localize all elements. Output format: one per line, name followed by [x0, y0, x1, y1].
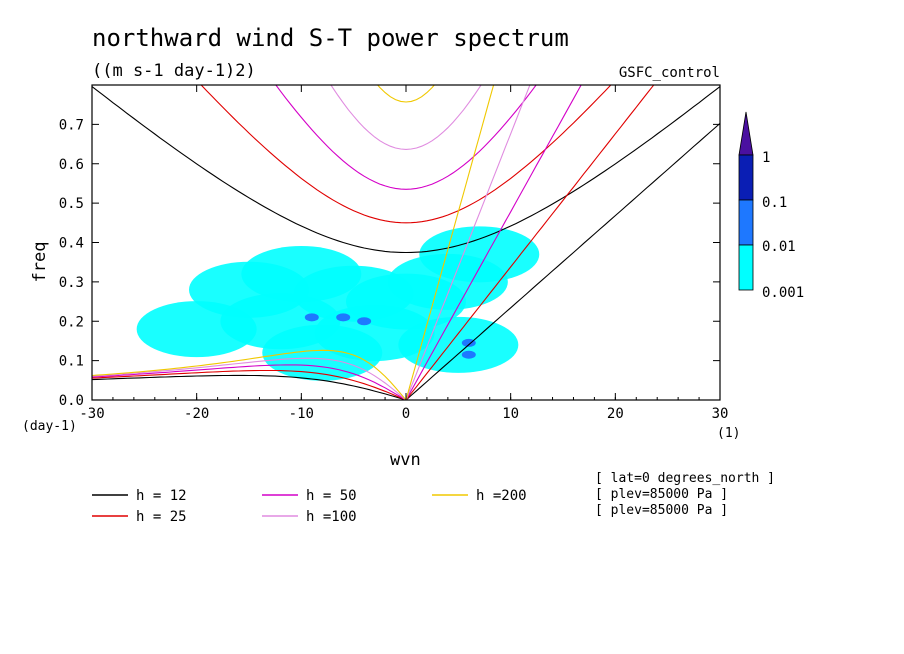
legend-label-h200: h =200 — [476, 488, 527, 504]
y-tick-label: 0.7 — [59, 117, 84, 133]
y-tick-label: 0.2 — [59, 314, 84, 330]
y-tick-label: 0.5 — [59, 196, 84, 212]
curve-rossby-h12 — [92, 374, 407, 400]
annotation-lat: [ lat=0 degrees_north ] — [595, 471, 775, 486]
power-patch-13 — [357, 317, 372, 326]
curve-kelvin-h12 — [405, 122, 720, 400]
legend: h = 12 h = 25 h = 50 h =100 h =200 — [92, 488, 527, 525]
legend-label-h100: h =100 — [306, 509, 357, 525]
colorbar-label: 0.1 — [762, 195, 787, 211]
curve-rossby-h25 — [92, 369, 407, 400]
annotation-plev-1: [ plev=85000 Pa ] — [595, 487, 728, 502]
curve-kelvin-h200 — [405, 85, 495, 400]
dispersion-curves — [92, 85, 720, 400]
x-tick-label: -10 — [289, 406, 314, 422]
curve-inertia-gravity-h25 — [200, 85, 612, 224]
x-tick-label: 0 — [402, 406, 410, 422]
curve-rossby-h100 — [92, 357, 407, 400]
run-label: GSFC_control — [619, 65, 720, 81]
curve-inertia-gravity-h50 — [275, 85, 537, 190]
curve-kelvin-h50 — [405, 85, 582, 400]
colorbar-segment — [738, 199, 754, 246]
x-axis-unit: (1) — [717, 426, 740, 441]
colorbar-label: 1 — [762, 150, 770, 166]
x-tick-label: 10 — [502, 406, 519, 422]
x-axis: -30 -20 -10 0 10 20 30 — [79, 85, 728, 422]
colorbar: 1 0.1 0.01 0.001 — [738, 111, 804, 301]
colorbar-segment — [738, 244, 754, 291]
colorbar-label: 0.01 — [762, 239, 796, 255]
legend-label-h50: h = 50 — [306, 488, 357, 504]
y-tick-label: 0.1 — [59, 354, 84, 370]
y-tick-label: 0.4 — [59, 236, 84, 252]
x-tick-label: -30 — [79, 406, 104, 422]
y-tick-label: 0.6 — [59, 157, 84, 173]
colorbar-segment — [738, 154, 754, 201]
x-tick-label: 30 — [712, 406, 729, 422]
chart-subtitle: ((m s-1 day-1)2) — [92, 61, 256, 81]
x-tick-label: 20 — [607, 406, 624, 422]
chart-title: northward wind S-T power spectrum — [92, 24, 569, 52]
power-patch-11 — [304, 313, 319, 322]
y-axis: 0.0 0.1 0.2 0.3 0.4 0.5 0.6 0.7 — [59, 117, 720, 409]
curve-inertia-gravity-h200 — [376, 85, 436, 103]
x-axis-label: wvn — [390, 450, 421, 470]
curve-rossby-h50 — [92, 364, 407, 400]
annotation-plev-2: [ plev=85000 Pa ] — [595, 503, 728, 518]
curve-inertia-gravity-h100 — [330, 85, 482, 150]
legend-label-h12: h = 12 — [136, 488, 187, 504]
y-tick-label: 0.3 — [59, 275, 84, 291]
y-axis-unit: (day-1) — [22, 419, 77, 434]
legend-label-h25: h = 25 — [136, 509, 187, 525]
curve-inertia-gravity-h12 — [92, 86, 720, 254]
curve-rossby-h200 — [92, 349, 407, 400]
y-tick-label: 0.0 — [59, 393, 84, 409]
power-patch-12 — [336, 313, 351, 322]
colorbar-label: 0.001 — [762, 285, 804, 301]
curve-kelvin-h25 — [405, 85, 655, 400]
power-patch-9 — [262, 324, 383, 381]
power-patch-15 — [461, 350, 476, 359]
power-patch-10 — [419, 226, 540, 283]
curve-kelvin-h100 — [405, 85, 531, 400]
x-tick-label: -20 — [184, 406, 209, 422]
y-axis-label: freq — [30, 242, 50, 283]
